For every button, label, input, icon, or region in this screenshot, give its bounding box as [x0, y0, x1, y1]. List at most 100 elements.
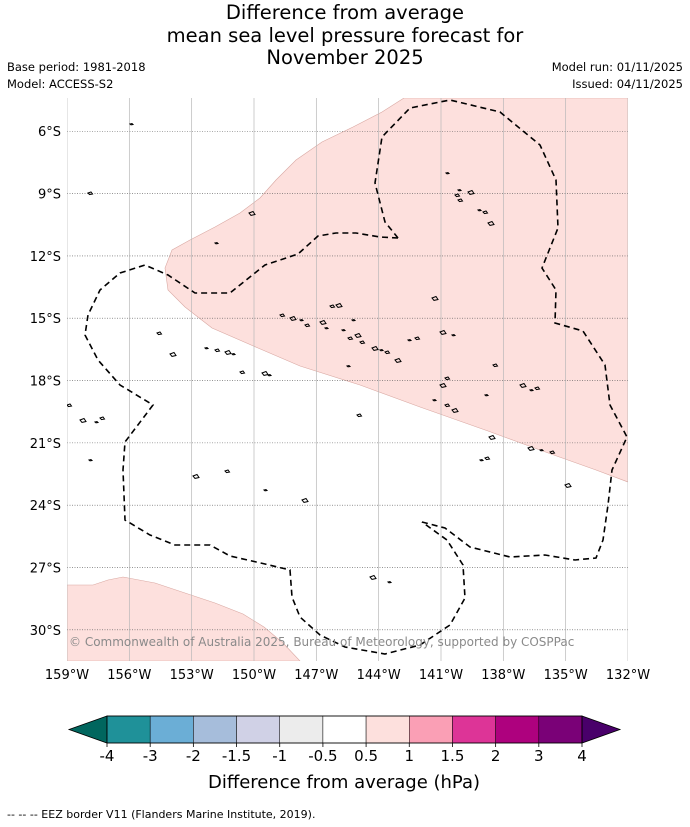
colorbar-segment: [495, 715, 540, 744]
colorbar-label: Difference from average (hPa): [208, 772, 480, 793]
colorbar-tick-label: 2: [491, 747, 501, 765]
colorbar-segment: [538, 715, 583, 744]
colorbar-tick-label: -4: [100, 747, 115, 765]
longitude-label: 144°W: [357, 668, 401, 683]
latitude-label: 27°S: [30, 562, 61, 577]
colorbar-segment: [149, 715, 194, 744]
island-coastline: [289, 315, 297, 321]
colorbar-tick-label: 3: [534, 747, 544, 765]
island-coastline: [444, 171, 451, 175]
island-coastline: [487, 220, 495, 226]
base-period: Base period: 1981-2018: [7, 60, 146, 74]
island-coastline: [279, 313, 286, 318]
island-coastline: [350, 318, 357, 322]
longitude-label: 141°W: [419, 668, 463, 683]
model-name: Model: ACCESS-S2: [7, 77, 114, 91]
longitude-label: 159°W: [45, 668, 89, 683]
island-coastline: [298, 318, 305, 322]
island-coastline: [359, 340, 366, 345]
island-coastline: [248, 210, 256, 216]
islands: [67, 122, 572, 584]
island-coastline: [230, 352, 237, 356]
island-coastline: [192, 473, 200, 479]
colorbar-segment: [106, 715, 151, 744]
island-coastline: [369, 574, 377, 580]
map-title: Difference from average mean sea level p…: [0, 1, 690, 70]
island-coastline: [414, 336, 421, 341]
island-coastline: [213, 241, 220, 245]
island-coastline: [214, 348, 221, 353]
island-coastline: [262, 488, 269, 492]
island-coastline: [484, 456, 491, 461]
title-line-1: Difference from average: [225, 1, 465, 24]
island-coastline: [384, 350, 391, 355]
longitude-gridlines: [67, 98, 628, 661]
island-coastline: [394, 357, 402, 363]
island-coastline: [304, 323, 311, 328]
island-coastline: [456, 188, 463, 192]
island-coastline: [356, 413, 363, 418]
longitude-label: 147°W: [294, 668, 338, 683]
title-line-3: November 2025: [266, 46, 424, 69]
island-coastline: [444, 376, 451, 381]
island-coastline: [467, 189, 475, 195]
longitude-label: 138°W: [481, 668, 525, 683]
island-coastline: [386, 580, 393, 584]
island-coastline: [439, 382, 447, 388]
island-coastline: [347, 336, 354, 341]
island-coastline: [451, 407, 459, 413]
colorbar: [67, 715, 622, 747]
latitude-labels: 6°S 9°S 12°S 15°S 18°S 21°S 24°S 27°S 30°S: [30, 125, 61, 639]
island-coastline: [371, 345, 379, 351]
island-coastline: [203, 346, 210, 350]
latitude-label: 6°S: [38, 125, 61, 140]
meta-left: Base period: 1981-2018 Model: ACCESS-S2: [7, 59, 146, 93]
anomaly-region-southwest: [67, 576, 301, 661]
island-coastline: [444, 403, 451, 408]
island-coastline: [79, 417, 87, 423]
island-coastline: [340, 328, 347, 332]
island-coastline: [476, 208, 483, 212]
island-coastline: [457, 198, 464, 203]
island-coastline: [335, 302, 343, 308]
colorbar-tick-label: -2: [186, 747, 201, 765]
island-coastline: [431, 398, 438, 402]
colorbar-segment: [322, 715, 367, 744]
longitude-label: 150°W: [232, 668, 276, 683]
latitude-label: 15°S: [30, 312, 61, 327]
island-coastline: [519, 382, 527, 388]
longitude-label: 156°W: [107, 668, 151, 683]
longitude-label: 153°W: [170, 668, 214, 683]
island-coastline: [564, 482, 572, 488]
copyright-text: © Commonwealth of Australia 2025, Bureau…: [69, 635, 574, 649]
colorbar-segment: [409, 715, 453, 744]
island-coastline: [224, 469, 231, 474]
colorbar-tick-label: -0.5: [308, 747, 337, 765]
island-coastline: [478, 458, 485, 462]
island-coastline: [378, 348, 385, 352]
colorbar-tick-label: 1: [404, 747, 414, 765]
colorbar-segment: [236, 715, 280, 744]
title-line-2: mean sea level pressure forecast for: [166, 23, 524, 47]
colorbar-arrow-right: [581, 715, 622, 744]
island-coastline: [354, 332, 362, 338]
colorbar-arrow-left: [67, 715, 108, 744]
latitude-label: 30°S: [30, 624, 61, 639]
colorbar-tick-label: -3: [143, 747, 158, 765]
island-coastline: [169, 351, 177, 357]
island-coastline: [329, 304, 336, 309]
longitude-label: 132°W: [606, 668, 650, 683]
island-coastline: [319, 319, 327, 325]
island-coastline: [534, 386, 541, 391]
island-coastline: [439, 329, 447, 335]
island-coastline: [483, 393, 490, 397]
colorbar-segment: [193, 715, 237, 744]
anomaly-region-north: [164, 98, 628, 483]
island-coastline: [128, 122, 135, 126]
island-coastline: [323, 326, 330, 330]
colorbar-tick-label: 1.5: [441, 747, 465, 765]
latitude-label: 24°S: [30, 499, 61, 514]
colorbar-segment: [365, 715, 410, 744]
latitude-label: 18°S: [30, 375, 61, 390]
island-coastline: [549, 450, 556, 455]
